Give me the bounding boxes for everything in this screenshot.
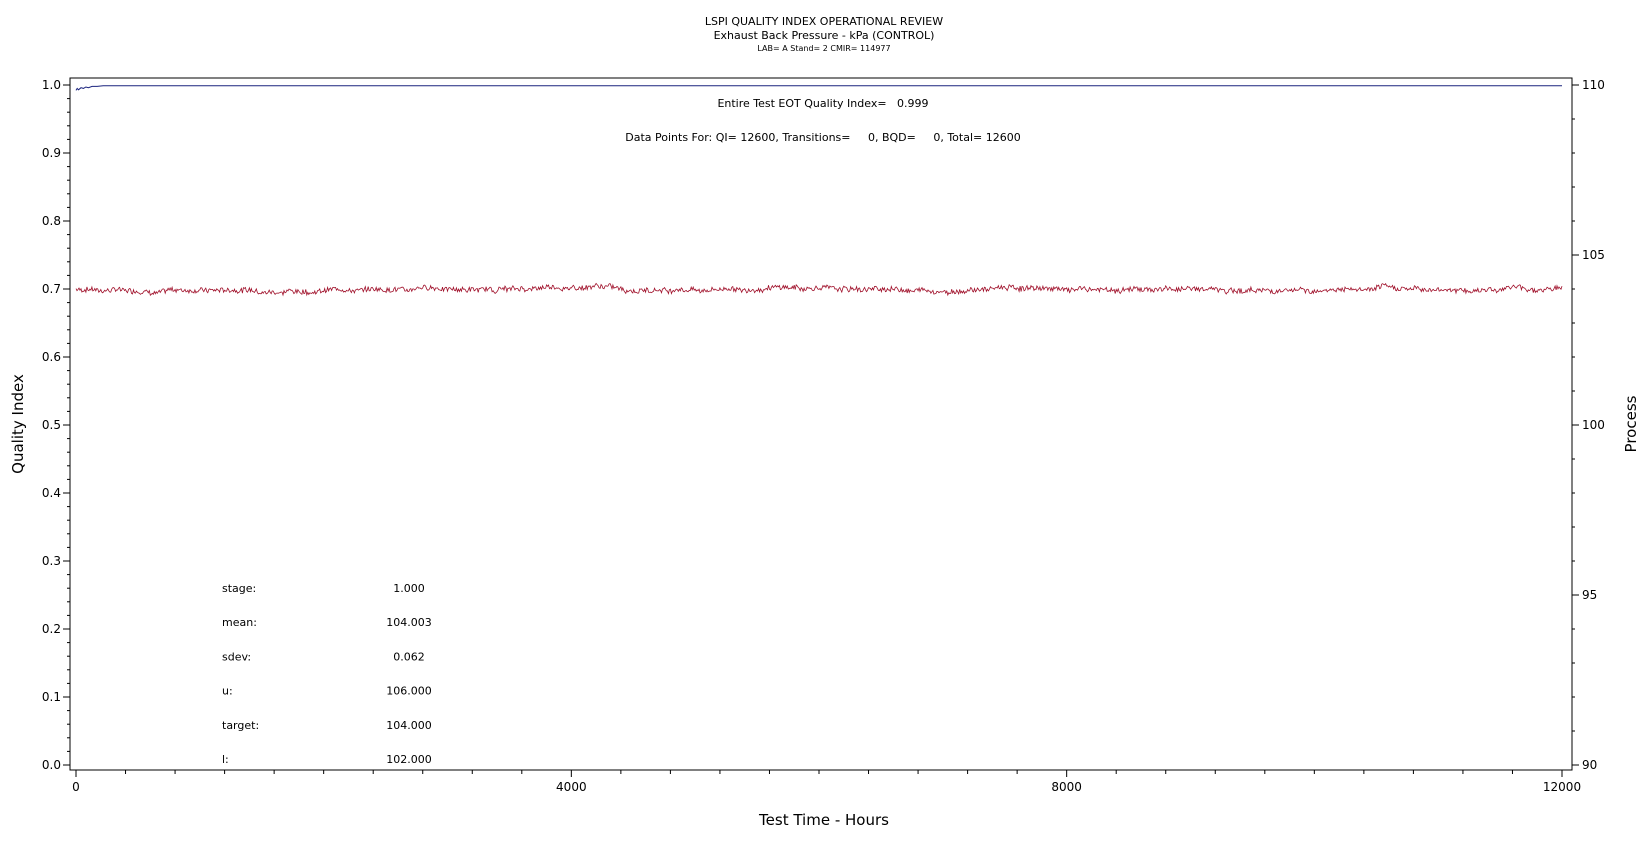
stats-block: stage: 1.000 mean: 104.003 sdev: 0.062 u: 106.0…: [222, 582, 432, 766]
right-tick-label: 105: [1582, 248, 1605, 262]
left-tick-label: 0.0: [42, 758, 61, 772]
right-tick-label: 110: [1582, 78, 1605, 92]
x-tick-label: 4000: [556, 780, 587, 794]
stat-label: l:: [222, 753, 229, 766]
stat-label: sdev:: [222, 650, 251, 663]
annotation-data-points: Data Points For: QI= 12600, Transitions=…: [625, 131, 1020, 144]
left-tick-label: 0.2: [42, 622, 61, 636]
left-tick-label: 0.9: [42, 146, 61, 160]
y-axis-label-left: Quality Index: [9, 374, 27, 474]
stat-value: 102.000: [386, 753, 432, 766]
y-axis-label-right: Process: [1622, 395, 1640, 452]
stat-value: 106.000: [386, 685, 432, 698]
stat-label: target:: [222, 719, 259, 732]
left-tick-label: 0.5: [42, 418, 61, 432]
stat-value: 104.000: [386, 719, 432, 732]
stat-label: u:: [222, 685, 233, 698]
x-tick-label: 0: [72, 780, 80, 794]
left-tick-label: 0.6: [42, 350, 61, 364]
chart-subtitle: Exhaust Back Pressure - kPa (CONTROL): [714, 29, 935, 42]
annotation-quality-index: Entire Test EOT Quality Index= 0.999: [717, 97, 928, 110]
stat-value: 104.003: [386, 616, 432, 629]
stat-value: 1.000: [393, 582, 425, 595]
x-axis: 0 4000 8000 12000: [72, 770, 1581, 794]
left-axis: 0.0 0.1 0.2 0.3 0.4 0.5 0.6 0.7 0.8 0.9 1.0: [42, 78, 70, 772]
stat-label: stage:: [222, 582, 256, 595]
x-axis-label: Test Time - Hours: [758, 811, 889, 829]
left-tick-label: 0.4: [42, 486, 61, 500]
left-tick-label: 1.0: [42, 78, 61, 92]
left-tick-label: 0.1: [42, 690, 61, 704]
x-tick-label: 12000: [1543, 780, 1581, 794]
stat-label: mean:: [222, 616, 257, 629]
left-tick-label: 0.8: [42, 214, 61, 228]
chart-title: LSPI QUALITY INDEX OPERATIONAL REVIEW: [705, 15, 943, 28]
right-tick-label: 95: [1582, 588, 1597, 602]
left-tick-label: 0.7: [42, 282, 61, 296]
right-tick-label: 100: [1582, 418, 1605, 432]
x-tick-label: 8000: [1051, 780, 1082, 794]
right-axis: 90 95 100 105 110: [1572, 78, 1605, 772]
chart-info-line: LAB= A Stand= 2 CMIR= 114977: [757, 44, 890, 53]
right-tick-label: 90: [1582, 758, 1597, 772]
plot-frame: [69, 77, 1573, 771]
stat-value: 0.062: [393, 650, 425, 663]
series-quality-index-line: [75, 85, 1562, 91]
series-process-line: [75, 282, 1563, 297]
left-tick-label: 0.3: [42, 554, 61, 568]
